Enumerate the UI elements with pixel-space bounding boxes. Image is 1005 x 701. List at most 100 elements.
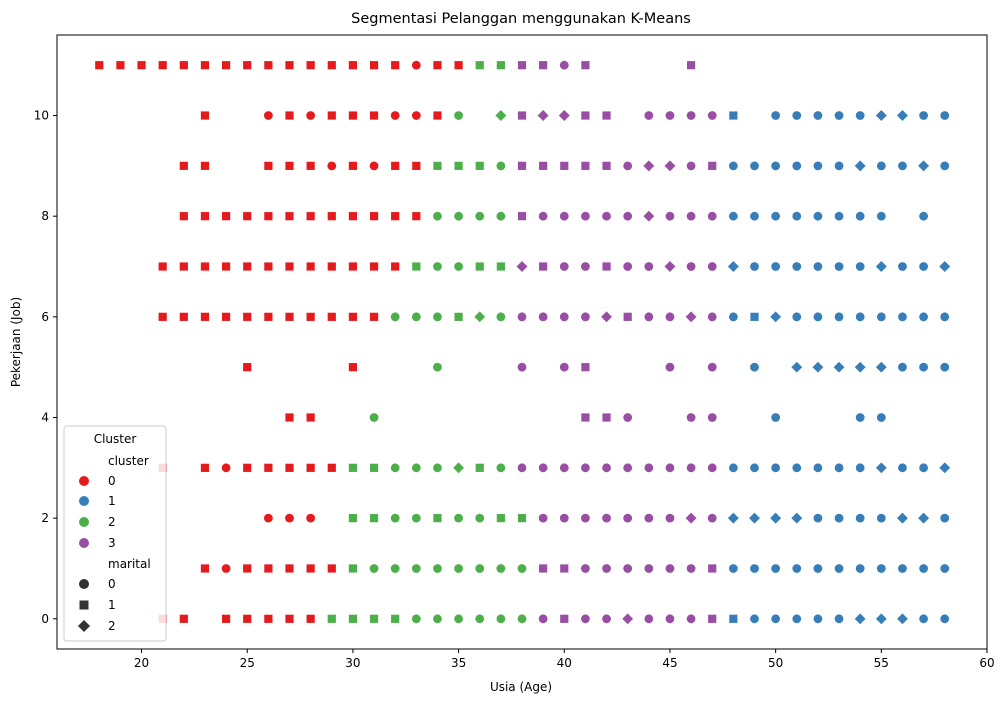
point-job6-age26: [263, 311, 274, 322]
point-job8-age39: [537, 210, 549, 222]
legend-marker-cluster-3: [79, 538, 89, 548]
point-job2-age48: [726, 511, 740, 525]
point-job5-age41: [580, 362, 591, 373]
point-job9-age36: [474, 160, 485, 171]
point-job6-age54: [854, 311, 866, 323]
point-job7-age27: [284, 261, 295, 272]
point-job5-age54: [853, 360, 867, 374]
legend-label-marital-2: 2: [108, 619, 116, 633]
point-job6-age42: [599, 310, 614, 324]
point-job0-age56: [895, 612, 910, 626]
point-job2-age51: [790, 511, 804, 525]
point-job9-age49: [749, 160, 760, 172]
point-job6-age30: [348, 311, 358, 322]
point-job8-age35: [453, 210, 464, 222]
point-job11-age46: [686, 60, 696, 71]
point-job10-age52: [812, 110, 824, 121]
point-job7-age37: [495, 261, 506, 272]
point-job1-age51: [791, 563, 802, 574]
point-job5-age55: [874, 360, 888, 374]
point-job10-age53: [833, 110, 845, 121]
legend-marker-marital-0: [79, 579, 89, 589]
point-job9-age55: [876, 160, 887, 172]
point-job8-age38: [517, 211, 527, 222]
point-job7-age30: [348, 261, 358, 272]
point-job11-age25: [242, 60, 253, 71]
point-job5-age34: [432, 361, 443, 373]
point-job10-age27: [284, 110, 295, 121]
point-job7-age47: [707, 261, 718, 272]
point-job11-age21: [157, 60, 168, 71]
point-job2-age30: [348, 513, 358, 524]
point-job6-age40: [559, 311, 570, 323]
point-job6-age43: [622, 311, 633, 322]
point-job11-age36: [474, 60, 485, 71]
point-job0-age53: [833, 613, 845, 625]
point-job9-age31: [368, 160, 380, 172]
point-job9-age34: [432, 160, 443, 171]
chart-title: Segmentasi Pelanggan menggunakan K-Means: [351, 11, 691, 27]
point-job0-age58: [939, 613, 950, 625]
point-job8-age36: [474, 210, 485, 222]
point-job3-age46: [685, 462, 697, 474]
x-axis: 20 25 30 35 40 45 50 55 60: [134, 649, 995, 670]
point-job8-age24: [221, 211, 231, 222]
point-job2-age46: [684, 511, 698, 525]
x-tick-label-45: 45: [662, 656, 677, 670]
point-job4-age54: [854, 412, 866, 423]
point-job2-age58: [939, 512, 950, 524]
point-job0-age42: [601, 613, 612, 625]
point-job1-age37: [495, 563, 507, 574]
point-job10-age32: [389, 110, 401, 121]
point-job7-age26: [263, 261, 274, 272]
point-job6-age47: [707, 311, 718, 323]
point-job0-age43: [621, 612, 635, 626]
point-job2-age49: [747, 511, 762, 525]
point-job3-age47: [707, 462, 718, 474]
point-job8-age43: [622, 210, 633, 222]
point-job3-age48: [728, 462, 739, 474]
point-job2-age37: [495, 513, 506, 524]
point-job10-age41: [580, 110, 591, 121]
point-job7-age22: [178, 261, 189, 272]
point-job9-age44: [642, 159, 656, 173]
point-job5-age58: [939, 361, 950, 373]
point-job7-age35: [453, 261, 464, 272]
point-job9-age45: [663, 159, 677, 173]
point-job10-age35: [453, 110, 464, 121]
point-job8-age26: [263, 211, 274, 222]
point-job8-age30: [348, 211, 358, 222]
point-job10-age42: [601, 110, 612, 121]
point-job6-age46: [684, 310, 698, 324]
point-job2-age52: [812, 512, 824, 524]
point-job11-age41: [580, 60, 591, 71]
point-job1-age26: [263, 563, 274, 574]
point-job1-age27: [284, 563, 295, 574]
legend-label-cluster-0: 0: [108, 474, 116, 488]
point-job1-age25: [242, 563, 253, 574]
point-job9-age57: [917, 159, 931, 173]
point-job10-age38: [517, 110, 527, 121]
point-job1-age36: [474, 563, 485, 574]
point-job6-age29: [326, 311, 337, 322]
point-job11-age28: [305, 60, 316, 71]
point-job10-age40: [557, 108, 571, 123]
point-job0-age41: [580, 613, 591, 625]
point-job3-age55: [874, 461, 888, 475]
point-job8-age31: [369, 211, 379, 222]
point-job3-age50: [770, 462, 781, 474]
x-tick-label-60: 60: [979, 656, 994, 670]
point-job0-age22: [178, 613, 189, 624]
point-job10-age56: [895, 108, 910, 123]
point-job10-age23: [200, 110, 210, 121]
point-job9-age27: [284, 160, 295, 171]
point-job7-age23: [200, 261, 210, 272]
point-job9-age32: [390, 160, 401, 171]
point-job1-age41: [580, 563, 591, 574]
point-job11-age26: [263, 60, 274, 71]
legend-marker-cluster-1: [79, 496, 89, 506]
point-job1-age32: [389, 563, 401, 574]
point-job8-age50: [770, 210, 781, 222]
point-job3-age31: [369, 462, 379, 473]
point-job8-age54: [854, 210, 866, 222]
